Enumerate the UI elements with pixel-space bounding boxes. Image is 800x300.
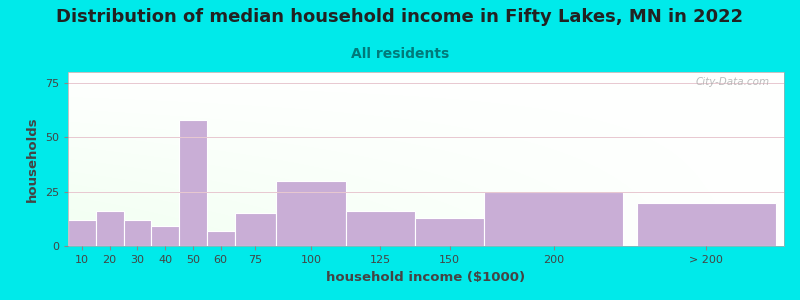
Bar — [68, 220, 96, 246]
Text: Distribution of median household income in Fifty Lakes, MN in 2022: Distribution of median household income … — [57, 8, 743, 26]
Bar — [179, 120, 206, 246]
Bar — [123, 220, 151, 246]
Text: All residents: All residents — [351, 46, 449, 61]
Bar — [415, 218, 484, 246]
Bar — [206, 231, 234, 246]
Bar — [637, 202, 776, 246]
Bar — [151, 226, 179, 246]
Bar — [96, 211, 123, 246]
Bar — [484, 192, 623, 246]
X-axis label: household income ($1000): household income ($1000) — [326, 271, 526, 284]
Text: City-Data.com: City-Data.com — [695, 77, 770, 87]
Y-axis label: households: households — [26, 116, 39, 202]
Bar — [346, 211, 415, 246]
Bar — [276, 181, 346, 246]
Bar — [234, 213, 276, 246]
